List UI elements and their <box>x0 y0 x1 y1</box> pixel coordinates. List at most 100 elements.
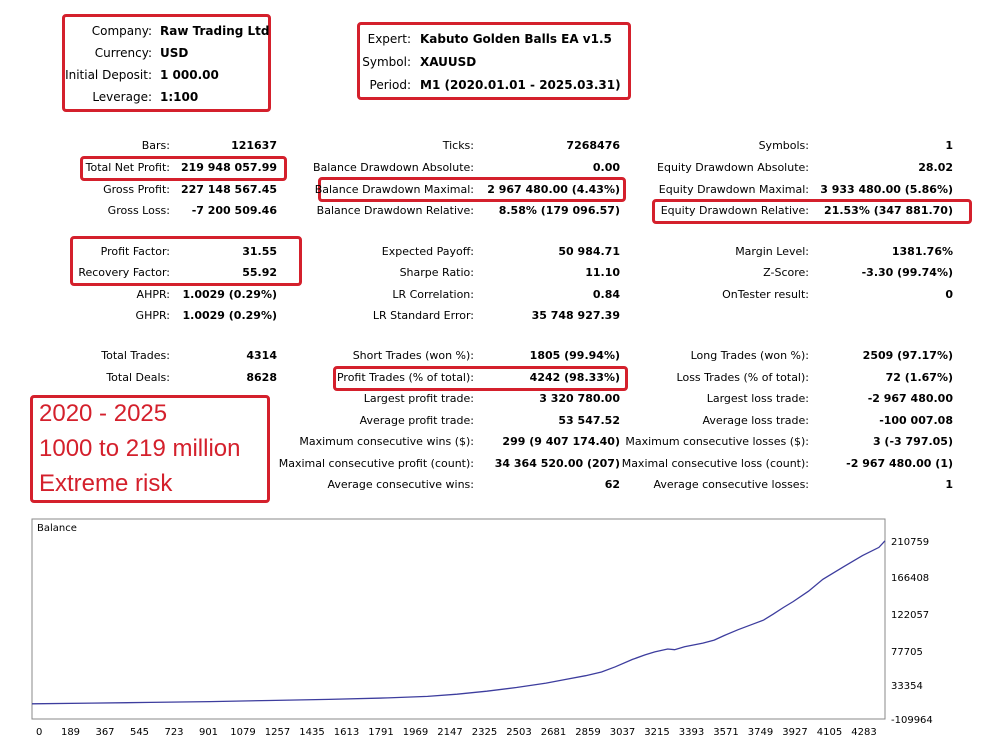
stat-label: Symbols: <box>758 139 809 152</box>
stat-value: -2 967 480.00 (1) <box>846 457 953 470</box>
stat-label: Total Trades: <box>101 349 170 362</box>
stat-label: Maximal consecutive profit (count): <box>278 457 474 470</box>
stat-value: -7 200 509.46 <box>191 204 277 217</box>
stat-value: -3.30 (99.74%) <box>861 266 953 279</box>
stat-label: Equity Drawdown Relative: <box>660 204 809 217</box>
stat-value: 0.00 <box>592 161 620 174</box>
stat-value: 3 (-3 797.05) <box>872 435 953 448</box>
x-tick-label: 1791 <box>368 727 393 738</box>
stat-value: 227 148 567.45 <box>180 183 277 196</box>
stat-value: 1.0029 (0.29%) <box>182 288 278 301</box>
stat-value: 72 (1.67%) <box>885 371 953 384</box>
stat-label: Average consecutive losses: <box>653 478 809 491</box>
x-tick-label: 1969 <box>403 727 428 738</box>
x-tick-label: 2681 <box>541 727 566 738</box>
x-tick-label: 901 <box>199 727 218 738</box>
annotation-line-1: 2020 - 2025 <box>39 400 168 427</box>
x-tick-label: 1257 <box>265 727 290 738</box>
x-tick-label: 4105 <box>817 727 842 738</box>
stat-value: 0.84 <box>592 288 620 301</box>
stat-value: 7268476 <box>566 139 620 152</box>
stat-label: Average loss trade: <box>702 414 809 427</box>
stat-label: OnTester result: <box>722 288 809 301</box>
net-profit-highlight <box>80 156 287 181</box>
stat-label: Sharpe Ratio: <box>399 266 474 279</box>
stat-value: 2 967 480.00 (4.43%) <box>487 183 620 196</box>
stat-value: 21.53% (347 881.70) <box>824 204 953 217</box>
stat-value: 3 320 780.00 <box>539 392 620 405</box>
x-tick-label: 3393 <box>679 727 704 738</box>
balance-drawdown-maximal-highlight <box>318 177 626 202</box>
stat-value: 1 <box>945 139 953 152</box>
company-value: Raw Trading Ltd <box>160 24 270 38</box>
x-tick-label: 3749 <box>748 727 773 738</box>
currency-label: Currency: <box>94 46 152 60</box>
stat-label: Equity Drawdown Maximal: <box>658 183 809 196</box>
y-tick-label: 166408 <box>891 573 929 584</box>
stat-value: -100 007.08 <box>879 414 953 427</box>
stat-label: Total Net Profit: <box>85 161 170 174</box>
currency-value: USD <box>160 46 189 60</box>
initial-deposit-label: Initial Deposit: <box>65 68 152 82</box>
account-info-highlight <box>62 14 271 112</box>
stat-label: Total Deals: <box>106 371 170 384</box>
stat-value: 28.02 <box>918 161 953 174</box>
stat-label: Loss Trades (% of total): <box>676 371 809 384</box>
stat-value: 0 <box>945 288 953 301</box>
stat-label: Average consecutive wins: <box>327 478 474 491</box>
x-tick-label: 3215 <box>644 727 669 738</box>
symbol-value: XAUUSD <box>420 55 477 69</box>
chart-plot-area <box>31 518 886 720</box>
leverage-value: 1:100 <box>160 90 199 104</box>
stat-label: LR Standard Error: <box>372 309 474 322</box>
x-tick-label: 0 <box>36 727 42 738</box>
stat-value: 55.92 <box>242 266 277 279</box>
stat-value: 1.0029 (0.29%) <box>182 309 278 322</box>
profit-trades-highlight <box>333 366 628 391</box>
symbol-label: Symbol: <box>362 55 411 69</box>
stat-label: Recovery Factor: <box>78 266 170 279</box>
stat-label: Average profit trade: <box>359 414 474 427</box>
stat-value: 219 948 057.99 <box>180 161 277 174</box>
stat-label: Maximum consecutive losses ($): <box>625 435 809 448</box>
period-label: Period: <box>369 78 411 92</box>
stat-label: AHPR: <box>136 288 170 301</box>
stat-label: Equity Drawdown Absolute: <box>657 161 809 174</box>
stat-value: 3 933 480.00 (5.86%) <box>820 183 953 196</box>
stat-label: Largest profit trade: <box>363 392 474 405</box>
leverage-label: Leverage: <box>92 90 152 104</box>
stat-value: -2 967 480.00 <box>867 392 953 405</box>
stat-label: Bars: <box>141 139 170 152</box>
initial-deposit-value: 1 000.00 <box>160 68 219 82</box>
stat-value: 34 364 520.00 (207) <box>494 457 620 470</box>
stat-label: Gross Loss: <box>107 204 170 217</box>
x-tick-label: 545 <box>130 727 149 738</box>
stat-label: GHPR: <box>135 309 170 322</box>
x-tick-label: 189 <box>61 727 80 738</box>
stat-label: Gross Profit: <box>103 183 170 196</box>
x-tick-label: 4283 <box>851 727 876 738</box>
stat-label: Balance Drawdown Maximal: <box>314 183 474 196</box>
x-tick-label: 1079 <box>230 727 255 738</box>
x-tick-label: 3571 <box>713 727 738 738</box>
stat-label: Expected Payoff: <box>381 245 474 258</box>
stat-label: Margin Level: <box>735 245 809 258</box>
stat-value: 53 547.52 <box>558 414 620 427</box>
x-tick-label: 2325 <box>472 727 497 738</box>
stat-label: Profit Trades (% of total): <box>336 371 474 384</box>
x-tick-label: 3927 <box>782 727 807 738</box>
stat-value: 31.55 <box>242 245 277 258</box>
stat-value: 35 748 927.39 <box>531 309 620 322</box>
x-tick-label: 2503 <box>506 727 531 738</box>
stat-label: Largest loss trade: <box>706 392 809 405</box>
x-tick-label: 1613 <box>334 727 359 738</box>
x-tick-label: 723 <box>164 727 183 738</box>
stat-label: Ticks: <box>442 139 474 152</box>
stat-label: Balance Drawdown Relative: <box>316 204 474 217</box>
stat-label: Balance Drawdown Absolute: <box>312 161 474 174</box>
stat-value: 121637 <box>231 139 277 152</box>
stat-value: 8.58% (179 096.57) <box>498 204 620 217</box>
y-tick-label: -109964 <box>891 715 933 726</box>
x-tick-label: 2147 <box>437 727 462 738</box>
stat-value: 50 984.71 <box>558 245 620 258</box>
